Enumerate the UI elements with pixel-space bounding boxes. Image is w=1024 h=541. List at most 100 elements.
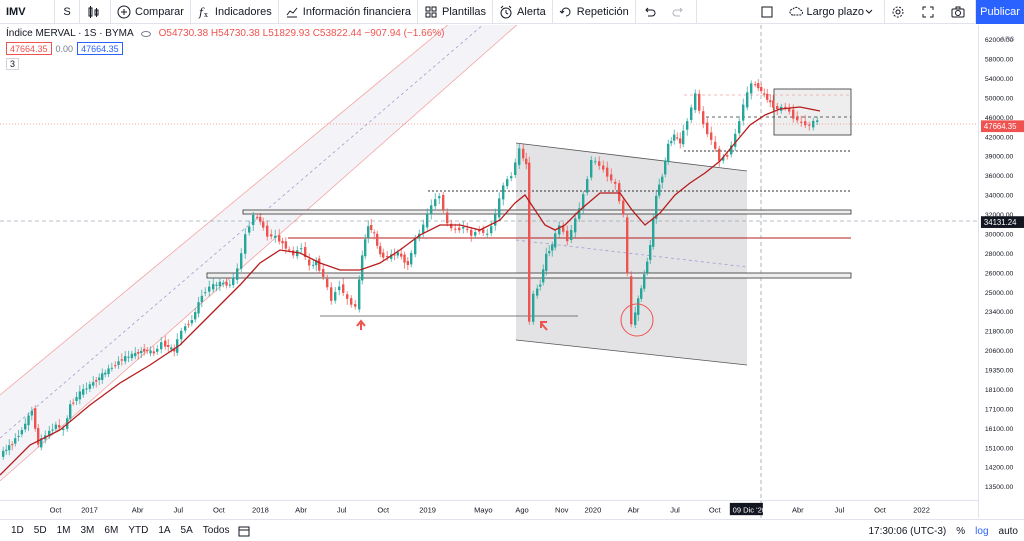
range-button[interactable]: 6M <box>104 525 119 536</box>
percent-toggle[interactable]: % <box>956 525 966 537</box>
range-button[interactable]: 1M <box>56 525 71 536</box>
compare-label: Comparar <box>135 5 184 18</box>
price-tick-label: 28000.00 <box>985 251 1014 258</box>
settings-button[interactable] <box>885 0 915 24</box>
financials-button[interactable]: Información financiera <box>279 0 419 24</box>
alert-button[interactable]: Alerta <box>493 0 553 24</box>
candle-body <box>714 141 717 149</box>
range-button[interactable]: 1D <box>11 525 24 536</box>
candle-body <box>281 240 284 244</box>
range-button[interactable]: 5A <box>180 525 193 536</box>
candle-body <box>137 351 140 354</box>
symbol-search-button[interactable]: IMV <box>0 0 55 24</box>
consolidation-box[interactable] <box>773 88 852 136</box>
candle-body <box>506 179 509 187</box>
eye-icon[interactable] <box>140 30 151 37</box>
time-tick-label: Oct <box>874 505 887 514</box>
range-button[interactable]: Todos <box>202 525 230 536</box>
range-button[interactable]: 3M <box>80 525 95 536</box>
range-button[interactable]: 1A <box>158 525 171 536</box>
arrow-up-icon[interactable] <box>356 319 366 330</box>
candle-body <box>800 121 803 123</box>
price-axis[interactable]: 62000.00 58000.00 54000.00 50000.00 46000.00… <box>978 25 1024 518</box>
candle-body <box>48 430 51 437</box>
candle-body <box>72 402 75 404</box>
candle-body <box>187 324 190 326</box>
clock-time[interactable]: 17:30:06 (UTC-3) <box>868 525 947 537</box>
candle-body <box>78 391 82 400</box>
candle-body <box>34 408 37 429</box>
studies-toggle[interactable]: 3 <box>6 58 20 70</box>
replay-icon <box>559 7 571 16</box>
candle-body <box>784 106 787 108</box>
candle-body <box>634 312 637 325</box>
undo-button[interactable] <box>636 0 666 24</box>
candle-body <box>667 143 670 162</box>
ohlc-values: O54730.38 H54730.38 L51829.93 C53822.44 … <box>159 28 445 39</box>
candle-body <box>236 268 239 280</box>
candle-body <box>514 162 517 175</box>
layout-select[interactable]: Largo plazo <box>783 0 885 24</box>
candle-body <box>8 445 11 451</box>
falling-channel-bottom[interactable] <box>515 339 748 366</box>
range-button[interactable]: 5D <box>33 525 47 536</box>
chart-style-button[interactable] <box>80 0 111 24</box>
price-chart[interactable] <box>0 25 978 518</box>
candle-body <box>558 225 561 235</box>
time-tick-label: Abr <box>628 505 640 514</box>
time-tick-label: 2022 <box>913 505 930 514</box>
range-button[interactable]: YTD <box>128 525 149 536</box>
candle-body <box>101 373 104 380</box>
candle-body <box>776 106 779 109</box>
arrow-up-left-icon[interactable] <box>540 321 548 331</box>
time-tick-label: Jul <box>337 505 347 514</box>
candle-body <box>149 350 152 354</box>
candle-body <box>244 234 247 254</box>
auto-toggle[interactable]: auto <box>998 525 1018 537</box>
candle-body <box>88 384 92 389</box>
candle-body <box>430 205 433 215</box>
compare-button[interactable]: Comparar <box>111 0 191 24</box>
cloud-icon <box>789 6 803 15</box>
candle-body <box>194 312 197 320</box>
interval-button[interactable]: S <box>55 0 80 24</box>
candle-body <box>215 284 218 286</box>
price-tick-label: 25000.00 <box>985 290 1014 297</box>
sell-price-button[interactable]: 47664.35 <box>6 42 52 55</box>
redo-button[interactable] <box>666 0 697 24</box>
candle-body <box>270 234 273 237</box>
snapshot-button[interactable] <box>945 0 976 24</box>
channel-upper-line[interactable] <box>0 25 478 396</box>
candle-body <box>450 223 453 229</box>
price-tick-label: 58000.00 <box>985 57 1014 64</box>
falling-channel[interactable] <box>516 143 747 365</box>
candle-body <box>17 435 20 437</box>
publish-button[interactable]: Publicar <box>976 0 1024 24</box>
legend-title[interactable]: Índice MERVAL · 1S · BYMA <box>6 28 134 39</box>
price-tick-label: 21800.00 <box>985 329 1014 336</box>
candle-body <box>551 244 554 251</box>
resistance-zone[interactable] <box>242 209 852 215</box>
replay-label: Repetición <box>576 5 629 18</box>
candle-body <box>156 348 159 352</box>
falling-channel-top[interactable] <box>515 142 748 172</box>
templates-button[interactable]: Plantillas <box>418 0 494 24</box>
time-axis[interactable]: Oct 2017 Abr Jul Oct 2018 Abr Jul Oct 2019 Mayo Ago… <box>0 500 978 518</box>
buy-price-button[interactable]: 47664.35 <box>77 42 123 55</box>
log-toggle[interactable]: log <box>975 525 989 537</box>
candle-body <box>590 160 593 178</box>
channel-mid-line[interactable] <box>0 25 512 439</box>
candle-body <box>82 389 85 395</box>
candle-body <box>346 294 349 299</box>
candle-body <box>698 93 701 111</box>
goto-date-icon[interactable] <box>238 525 250 537</box>
layout-checkbox[interactable] <box>755 0 783 24</box>
highlight-circle[interactable] <box>620 303 654 337</box>
candle-body <box>54 424 58 429</box>
replay-button[interactable]: Repetición <box>553 0 636 24</box>
candle-body <box>190 320 194 324</box>
channel-lower-line[interactable] <box>0 25 545 482</box>
fullscreen-button[interactable] <box>915 0 945 24</box>
